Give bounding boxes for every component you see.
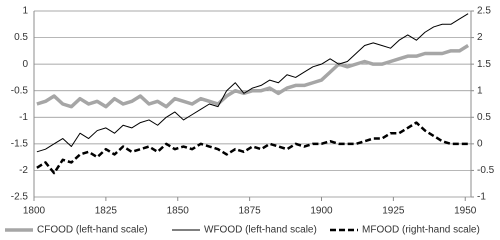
- x-tick-label: 1850: [167, 206, 190, 217]
- y-tick-label: 1: [22, 6, 28, 17]
- y2-tick-label: 0: [477, 138, 483, 149]
- y-tick-label: -1: [19, 112, 28, 123]
- y2-tick-label: 2: [477, 32, 483, 43]
- y2-tick-label: 2.5: [477, 6, 491, 17]
- x-tick-label: 1825: [95, 206, 118, 217]
- legend-label: CFOOD (left-hand scale): [37, 225, 148, 236]
- y2-tick-label: -1: [477, 192, 486, 203]
- y2-tick-label: 1.5: [477, 59, 491, 70]
- x-tick-label: 1875: [239, 206, 262, 217]
- y-tick-label: -2.5: [11, 192, 29, 203]
- series-line: [36, 44, 470, 109]
- x-tick-label: 1950: [454, 206, 477, 217]
- x-tick-label: 1900: [310, 206, 333, 217]
- x-tick-label: 1925: [382, 206, 405, 217]
- y-tick-label: -0.5: [11, 85, 29, 96]
- legend-label: MFOOD (right-hand scale): [362, 225, 480, 236]
- x-tick-label: 1800: [23, 206, 46, 217]
- y-tick-label: 0: [22, 59, 28, 70]
- y-tick-label: -1.5: [11, 138, 29, 149]
- y-tick-label: 0.5: [14, 32, 28, 43]
- series-line: [36, 13, 469, 153]
- y-tick-label: -2: [19, 165, 28, 176]
- y2-tick-label: -0.5: [477, 165, 495, 176]
- y2-tick-label: 0.5: [477, 112, 491, 123]
- legend-label: WFOOD (left-hand scale): [204, 225, 317, 236]
- series-line: [36, 121, 469, 175]
- y2-tick-label: 1: [477, 85, 483, 96]
